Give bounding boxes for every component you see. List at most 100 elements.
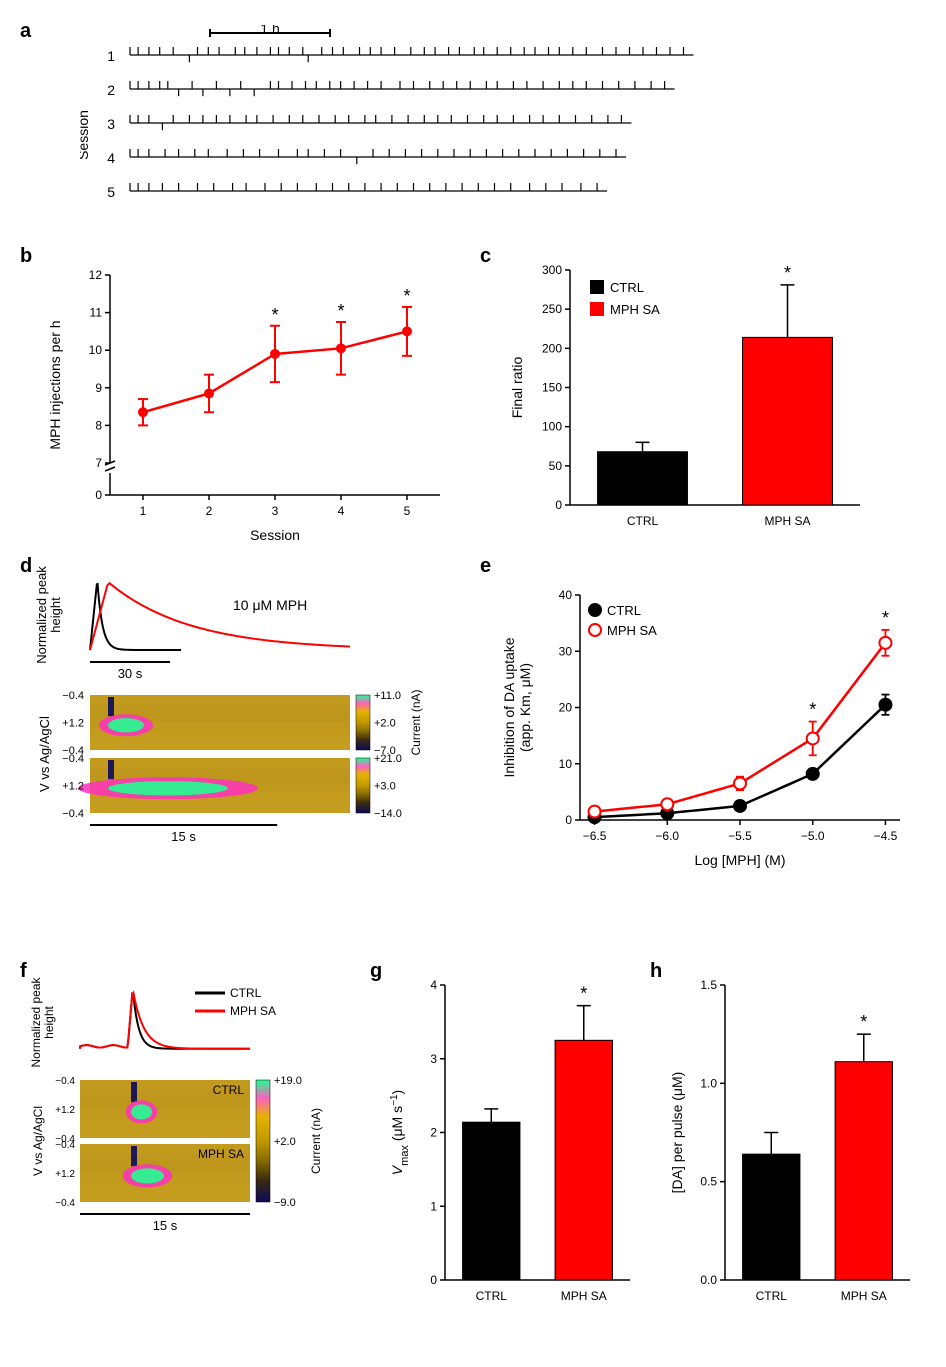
- svg-text:300: 300: [542, 263, 562, 277]
- svg-text:Session: Session: [250, 527, 300, 543]
- svg-text:+1.2: +1.2: [62, 718, 84, 730]
- svg-text:+2.0: +2.0: [374, 718, 396, 730]
- svg-text:−0.4: −0.4: [55, 1140, 75, 1151]
- svg-text:CTRL: CTRL: [213, 1083, 245, 1097]
- svg-text:*: *: [809, 700, 816, 720]
- svg-text:2: 2: [206, 504, 213, 518]
- svg-text:2: 2: [107, 82, 115, 98]
- svg-text:10 μM MPH: 10 μM MPH: [233, 597, 307, 613]
- svg-text:1.0: 1.0: [700, 1076, 717, 1090]
- svg-text:15 s: 15 s: [171, 829, 196, 844]
- svg-text:150: 150: [542, 381, 562, 395]
- svg-text:1: 1: [430, 1199, 437, 1213]
- panel-label-a: a: [20, 20, 31, 43]
- svg-text:+2.0: +2.0: [274, 1136, 296, 1148]
- svg-text:MPH injections per h: MPH injections per h: [47, 320, 63, 449]
- svg-text:9: 9: [95, 381, 102, 395]
- svg-text:100: 100: [542, 420, 562, 434]
- panel-label-e: e: [480, 555, 491, 578]
- panel-label-f: f: [20, 960, 27, 983]
- svg-text:−5.0: −5.0: [801, 829, 825, 843]
- svg-text:Vmax (μM s−1): Vmax (μM s−1): [389, 1090, 412, 1175]
- svg-text:MPH SA: MPH SA: [561, 1289, 607, 1303]
- svg-text:CTRL: CTRL: [756, 1289, 788, 1303]
- svg-text:−6.0: −6.0: [655, 829, 679, 843]
- svg-text:0: 0: [565, 813, 572, 827]
- svg-text:30 s: 30 s: [118, 666, 143, 681]
- svg-text:CTRL: CTRL: [610, 280, 644, 295]
- svg-text:Session: Session: [80, 110, 91, 160]
- svg-text:10: 10: [89, 343, 103, 357]
- panel-e-chart: 010203040−6.5−6.0−5.5−5.0−4.5**CTRLMPH S…: [500, 570, 920, 920]
- svg-text:0: 0: [555, 498, 562, 512]
- svg-text:0: 0: [430, 1273, 437, 1287]
- svg-text:*: *: [784, 263, 791, 283]
- svg-text:*: *: [271, 305, 278, 325]
- svg-text:200: 200: [542, 341, 562, 355]
- svg-text:3: 3: [107, 116, 115, 132]
- svg-text:*: *: [580, 984, 587, 1004]
- svg-text:*: *: [337, 301, 344, 321]
- svg-text:−9.0: −9.0: [274, 1197, 296, 1209]
- svg-text:V vs Ag/AgCl: V vs Ag/AgCl: [31, 1106, 45, 1176]
- svg-text:12: 12: [89, 268, 103, 282]
- svg-text:1: 1: [107, 48, 115, 64]
- svg-text:10: 10: [559, 757, 573, 771]
- svg-text:CTRL: CTRL: [607, 603, 641, 618]
- svg-text:5: 5: [404, 504, 411, 518]
- svg-text:−0.4: −0.4: [62, 753, 84, 765]
- svg-text:+3.0: +3.0: [374, 781, 396, 793]
- panel-a-raster: 1 h1 h12345Session: [80, 25, 780, 235]
- svg-text:2: 2: [430, 1126, 437, 1140]
- svg-text:11: 11: [90, 306, 103, 320]
- svg-text:8: 8: [95, 418, 102, 432]
- svg-text:30: 30: [559, 644, 573, 658]
- svg-text:Current (nA): Current (nA): [409, 689, 423, 755]
- svg-text:40: 40: [559, 588, 573, 602]
- svg-text:4: 4: [107, 150, 115, 166]
- svg-text:CTRL: CTRL: [627, 514, 659, 528]
- svg-text:[DA] per pulse (μM): [DA] per pulse (μM): [669, 1072, 685, 1194]
- svg-text:MPH SA: MPH SA: [841, 1289, 887, 1303]
- svg-text:CTRL: CTRL: [230, 986, 262, 1000]
- panel-label-c: c: [480, 245, 491, 268]
- svg-text:20: 20: [559, 701, 573, 715]
- figure-root: a b c d e f g h 1 h1 h12345Session 07891…: [20, 20, 926, 1347]
- svg-text:5: 5: [107, 184, 115, 200]
- svg-text:*: *: [860, 1012, 867, 1032]
- svg-text:−0.4: −0.4: [55, 1076, 75, 1087]
- svg-text:+1.2: +1.2: [55, 1105, 75, 1116]
- svg-text:3: 3: [430, 1052, 437, 1066]
- svg-text:*: *: [403, 286, 410, 306]
- svg-text:MPH SA: MPH SA: [764, 514, 810, 528]
- svg-text:+1.2: +1.2: [62, 781, 84, 793]
- svg-text:−6.5: −6.5: [583, 829, 607, 843]
- svg-text:MPH SA: MPH SA: [610, 302, 660, 317]
- svg-text:−14.0: −14.0: [374, 808, 402, 820]
- svg-text:250: 250: [542, 302, 562, 316]
- svg-text:3: 3: [272, 504, 279, 518]
- svg-text:−0.4: −0.4: [62, 808, 84, 820]
- svg-text:0: 0: [95, 488, 102, 502]
- svg-text:7: 7: [95, 456, 102, 470]
- panel-label-d: d: [20, 555, 32, 578]
- svg-text:−0.4: −0.4: [55, 1198, 75, 1209]
- svg-text:4: 4: [338, 504, 345, 518]
- svg-text:−5.5: −5.5: [728, 829, 752, 843]
- svg-text:1: 1: [140, 504, 147, 518]
- svg-text:Normalized peakheight: Normalized peakheight: [30, 976, 56, 1067]
- svg-text:Current (nA): Current (nA): [309, 1108, 323, 1174]
- svg-text:+11.0: +11.0: [374, 690, 401, 702]
- svg-text:1 h: 1 h: [260, 25, 279, 28]
- svg-text:−4.5: −4.5: [874, 829, 898, 843]
- svg-text:MPH SA: MPH SA: [607, 623, 657, 638]
- svg-text:0.0: 0.0: [700, 1273, 717, 1287]
- panel-g-chart: 01234CTRLMPH SA*Vmax (μM s−1): [380, 970, 650, 1350]
- panel-d: 10 μM MPH 30 s Normalized peakheight −0.4 +1…: [35, 565, 475, 965]
- svg-text:Final ratio: Final ratio: [509, 357, 525, 419]
- panel-c-chart: 050100150200250300CTRLMPH SA*CTRLMPH SAF…: [500, 255, 920, 555]
- svg-text:Normalized peakheight: Normalized peakheight: [35, 566, 63, 664]
- svg-text:−0.4: −0.4: [62, 690, 84, 702]
- panel-f: CTRLMPH SANormalized peakheightCTRLMPH S…: [30, 970, 370, 1350]
- svg-text:Log [MPH] (M): Log [MPH] (M): [694, 852, 785, 868]
